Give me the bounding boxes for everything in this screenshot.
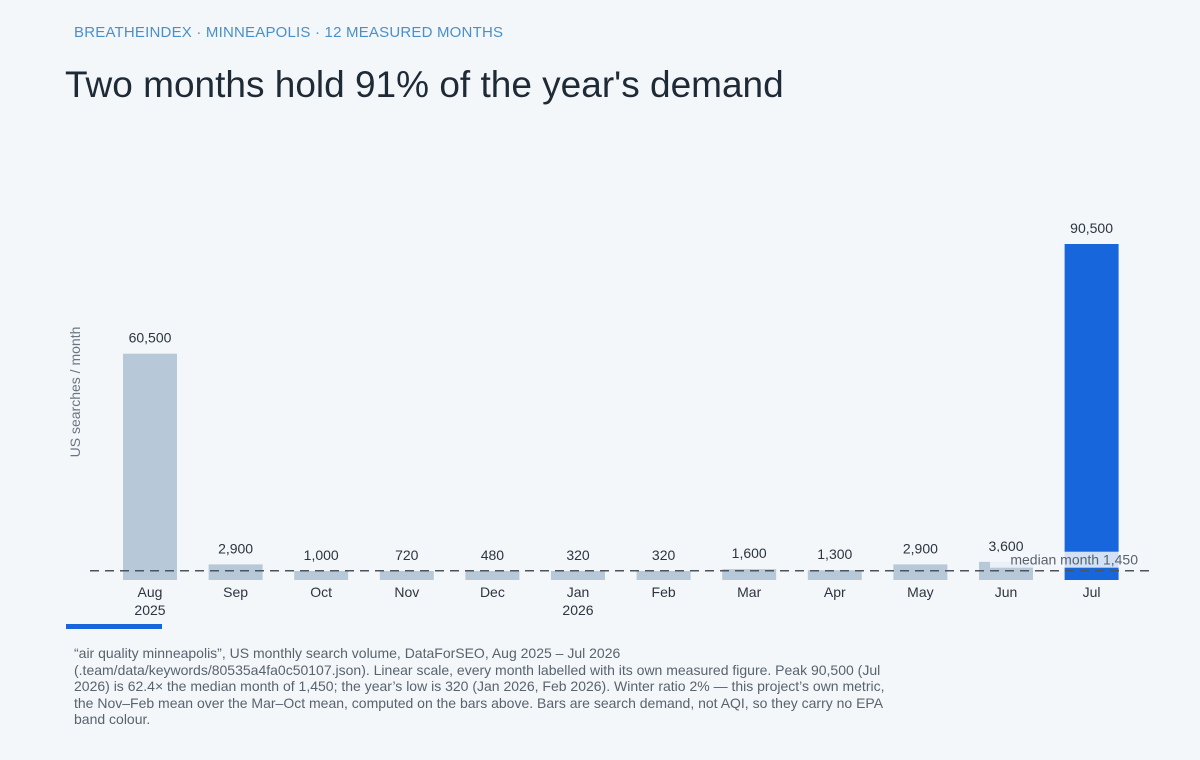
bar-jan: [551, 571, 605, 580]
tick-label-nov: Nov: [394, 584, 419, 600]
tick-label-sep: Sep: [223, 584, 248, 600]
value-label-mar: 1,600: [732, 545, 767, 561]
value-label-jan: 320: [566, 547, 590, 563]
bar-sep: [208, 564, 263, 580]
value-label-jun: 3,600: [988, 538, 1023, 554]
bar-nov: [379, 571, 434, 580]
value-label-may: 2,900: [903, 540, 938, 556]
accent-rule: [66, 624, 162, 629]
tick-label-apr: Apr: [824, 584, 846, 600]
tick-label-oct: Oct: [310, 584, 332, 600]
value-label-nov: 720: [395, 547, 419, 563]
tick-label-aug: Aug: [138, 584, 163, 600]
median-label: median month 1,450: [1010, 552, 1138, 568]
year-label-2026: 2026: [562, 602, 593, 618]
value-label-feb: 320: [652, 547, 676, 563]
bar-feb: [636, 571, 691, 580]
value-label-dec: 480: [481, 547, 505, 563]
tick-label-may: May: [907, 584, 933, 600]
chart-kicker: BREATHEINDEX · MINNEAPOLIS · 12 MEASURED…: [74, 24, 504, 41]
value-label-sep: 2,900: [218, 540, 253, 556]
bar-mar: [722, 569, 777, 580]
year-label-2025: 2025: [134, 602, 165, 618]
tick-label-feb: Feb: [652, 584, 676, 600]
bar-chart: US searches / month 60,500 2,900 1,000 720 48…: [67, 220, 1153, 618]
bar-oct: [294, 571, 349, 580]
value-label-aug: 60,500: [129, 330, 172, 346]
bar-jul: [1064, 244, 1119, 580]
chart-title: Two months hold 91% of the year's demand: [65, 64, 784, 105]
tick-label-jan: Jan: [567, 584, 590, 600]
chart-caption: “air quality minneapolis”, US monthly se…: [74, 645, 885, 727]
bar-may: [893, 564, 948, 580]
value-label-apr: 1,300: [817, 546, 852, 562]
median-label-bg: [990, 551, 1142, 568]
value-label-oct: 1,000: [304, 547, 339, 563]
tick-label-mar: Mar: [737, 584, 761, 600]
bar-aug: [123, 353, 177, 580]
tick-label-jul: Jul: [1083, 584, 1101, 600]
bar-dec: [465, 571, 520, 580]
value-label-jul: 90,500: [1070, 220, 1113, 236]
y-axis-label: US searches / month: [67, 327, 83, 458]
tick-label-jun: Jun: [995, 584, 1018, 600]
bar-apr: [807, 570, 862, 580]
tick-label-dec: Dec: [480, 584, 505, 600]
